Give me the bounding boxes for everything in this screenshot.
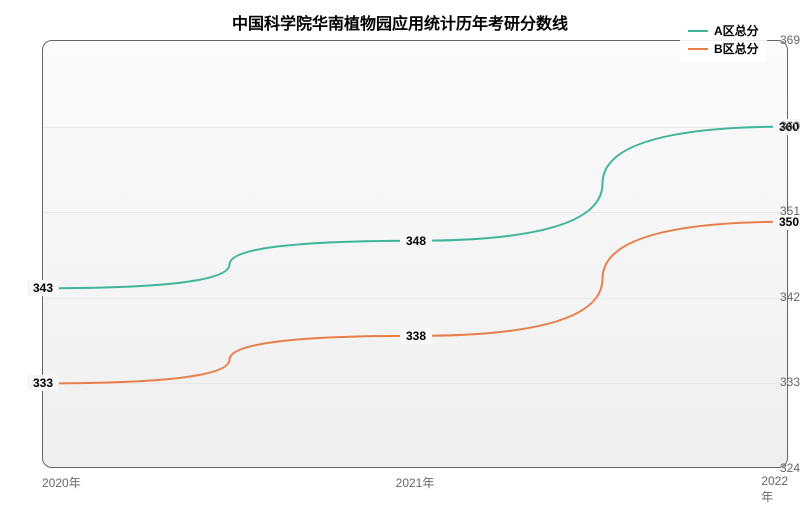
legend-item: B区总分 bbox=[688, 40, 759, 58]
y-tick-label: 351 bbox=[764, 204, 800, 218]
data-label: 343 bbox=[27, 280, 59, 296]
data-label: 348 bbox=[400, 233, 432, 249]
legend-swatch bbox=[688, 30, 708, 32]
line-chart: 中国科学院华南植物园应用统计历年考研分数线 343348360333338350… bbox=[0, 0, 800, 500]
data-label: 333 bbox=[27, 375, 59, 391]
series-lines bbox=[43, 41, 789, 469]
y-tick-label: 324 bbox=[764, 461, 800, 475]
legend-swatch bbox=[688, 48, 708, 50]
legend-label: B区总分 bbox=[714, 40, 759, 58]
series-line bbox=[43, 127, 789, 289]
x-tick-label: 2022年 bbox=[761, 474, 788, 505]
y-tick-label: 342 bbox=[764, 290, 800, 304]
legend: A区总分B区总分 bbox=[680, 18, 767, 62]
x-tick-label: 2020年 bbox=[42, 474, 81, 491]
y-tick-label: 333 bbox=[764, 375, 800, 389]
y-tick-label: 369 bbox=[764, 33, 800, 47]
data-label: 338 bbox=[400, 328, 432, 344]
x-tick-label: 2021年 bbox=[396, 474, 435, 491]
legend-label: A区总分 bbox=[714, 22, 759, 40]
plot-area: 343348360333338350 bbox=[42, 40, 788, 468]
legend-item: A区总分 bbox=[688, 22, 759, 40]
y-tick-label: 360 bbox=[764, 119, 800, 133]
